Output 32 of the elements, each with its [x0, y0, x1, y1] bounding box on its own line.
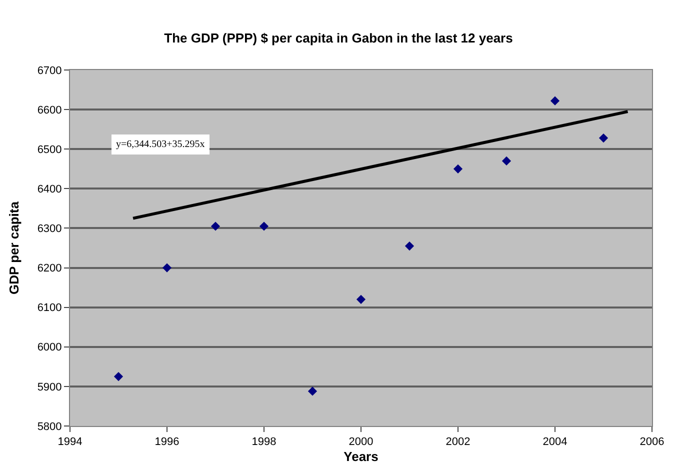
y-tick-label: 5900 — [37, 381, 62, 394]
point — [453, 164, 463, 174]
y-tick-label: 6200 — [37, 262, 62, 275]
point — [502, 156, 512, 166]
y-axis-title: GDP per capita — [6, 200, 22, 294]
point — [308, 386, 318, 396]
y-tick-label: 6700 — [37, 64, 62, 77]
x-tick-label: 2004 — [542, 436, 568, 448]
point — [210, 222, 220, 231]
y-tick-label: 6100 — [37, 302, 62, 314]
y-tick-label: 6300 — [37, 223, 62, 236]
point — [356, 294, 366, 304]
x-tick-label: 2006 — [640, 436, 664, 448]
point — [162, 263, 172, 272]
x-tick-label: 2002 — [446, 436, 470, 448]
y-tick-label: 6600 — [37, 104, 62, 116]
x-tick-label: 2000 — [348, 436, 374, 448]
chart-title: The GDP (PPP) $ per capita in Gabon in the last 12 years — [164, 30, 513, 46]
point — [550, 96, 560, 106]
point — [114, 372, 124, 382]
point — [259, 222, 269, 231]
y-tick-label: 5800 — [37, 420, 62, 433]
y-tick-label: 6500 — [37, 144, 62, 156]
x-tick-label: 1994 — [58, 436, 82, 448]
y-tick-label: 6000 — [37, 342, 62, 354]
x-tick-label: 1998 — [252, 436, 276, 448]
point — [598, 133, 608, 143]
y-tick-label: 6400 — [37, 184, 62, 196]
x-tick-label: 1996 — [154, 436, 180, 448]
annotation: y=6,344.503+35.295x — [116, 139, 205, 150]
x-axis-title: Years — [344, 448, 378, 464]
point — [404, 241, 414, 251]
